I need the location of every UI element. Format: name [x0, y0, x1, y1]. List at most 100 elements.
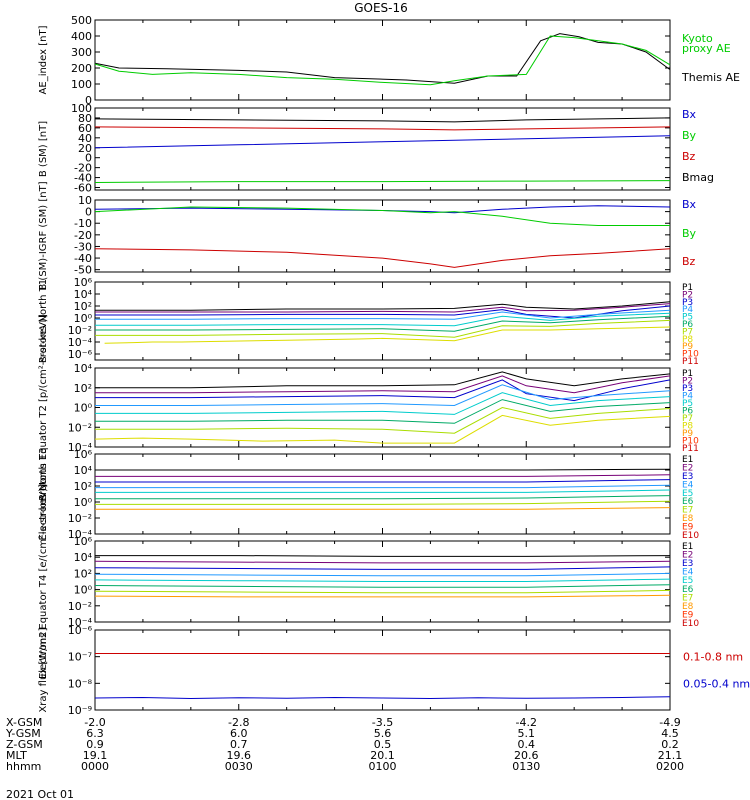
y-tick-label: 10⁻⁶	[68, 348, 93, 361]
legend-entry: E5	[682, 489, 693, 499]
legend-entry: P9	[682, 429, 693, 439]
series-line-p7	[95, 319, 671, 338]
series-line-p4	[95, 309, 671, 320]
legend-entry: E10	[682, 619, 699, 629]
footer-value: -2.0	[84, 716, 105, 729]
series-line-p8	[94, 414, 671, 444]
series-line-e4	[95, 484, 671, 489]
legend-entry: P5	[682, 313, 693, 323]
legend-entry: E5	[682, 576, 693, 586]
legend-entry: Kyoto	[682, 32, 713, 45]
series-line-p6	[95, 315, 671, 332]
series-line-p3	[95, 379, 671, 402]
footer-row-label: Y-GSM	[5, 727, 41, 740]
legend-entry: P4	[682, 392, 693, 402]
legend-entry: P8	[682, 422, 693, 432]
footer-value: 21.1	[658, 749, 683, 762]
y-tick-label: -40	[74, 172, 92, 185]
legend-entry: P3	[682, 384, 693, 394]
y-tick-label: 0	[85, 152, 92, 165]
series-line-p7	[95, 406, 671, 434]
legend-entry: P4	[682, 305, 693, 315]
legend-entry: P7	[682, 414, 693, 424]
legend-entry: P7	[682, 327, 693, 337]
series-line-bx	[94, 135, 671, 149]
footer-value: 0.4	[518, 738, 536, 751]
series-line-0-05-0-4-nm	[94, 696, 671, 700]
legend-entry: 0.1-0.8 nm	[683, 651, 743, 664]
legend-entry: E4	[682, 480, 694, 490]
y-tick-label: -10	[74, 217, 92, 230]
date-label: 2021 Oct 01	[6, 788, 74, 800]
y-tick-label: 10²	[74, 300, 92, 313]
footer-value: 0200	[656, 760, 684, 773]
footer-value: 19.6	[227, 749, 252, 762]
y-tick-label: 10²	[74, 382, 92, 395]
series-line-p4	[95, 384, 671, 407]
series-line-themis-ae	[94, 33, 671, 84]
y-tick-label: 10⁻⁴	[68, 616, 93, 629]
legend-entry: P2	[682, 377, 693, 387]
series-line-e8	[94, 594, 671, 598]
y-tick-label: 10⁻⁶	[68, 624, 93, 637]
series-line-e7	[95, 500, 671, 505]
footer-value: -4.9	[659, 716, 680, 729]
legend-entry: E9	[682, 523, 694, 533]
panel-6: 10⁻⁴ 10⁻² 10⁰ 10² 10⁴ 10⁶ Electrons North T3 E1…	[38, 447, 699, 541]
legend-entry: P11	[682, 444, 699, 454]
footer-row-label: X-GSM	[6, 716, 42, 729]
legend-entry: E6	[682, 585, 694, 595]
legend-entry: E8	[682, 514, 694, 524]
y-tick-label: 100	[71, 78, 92, 91]
y-tick-label: 10⁶	[74, 448, 93, 461]
legend-entry: E8	[682, 602, 694, 612]
panel-frame	[94, 19, 671, 101]
legend-entry: Bz	[682, 255, 696, 268]
y-tick-label: 40	[78, 132, 92, 145]
footer-value: 20.6	[514, 749, 539, 762]
series-line-p2	[95, 303, 671, 313]
footer-value: 0130	[512, 760, 540, 773]
footer-row-label: hhmm	[6, 760, 41, 773]
legend-entry: Bmag	[682, 171, 714, 184]
y-tick-label: 400	[71, 30, 92, 43]
y-tick-label: 10⁻⁹	[68, 704, 92, 717]
y-axis-label: AE_index [nT]	[38, 25, 49, 94]
y-tick-label: -60	[74, 182, 92, 195]
series-line-e6	[95, 495, 671, 500]
series-line-p1	[95, 371, 671, 389]
legend-entry: E2	[682, 463, 693, 473]
legend-entry: Bz	[682, 150, 696, 163]
y-tick-label: 100	[71, 102, 92, 115]
plot-title: GOES-16	[354, 1, 408, 15]
y-tick-label: 10⁻²	[68, 421, 92, 434]
footer-value: 0.9	[86, 738, 104, 751]
series-line-kyoto-proxy-ae	[94, 35, 671, 86]
series-line-e5	[95, 489, 671, 493]
series-line-e3	[94, 566, 671, 570]
legend-entry: E7	[682, 593, 693, 603]
footer-value: 5.1	[518, 727, 536, 740]
y-tick-label: 10⁻⁷	[68, 651, 92, 664]
y-tick-label: 10⁴	[74, 362, 93, 375]
y-tick-label: -40	[74, 252, 92, 265]
series-line-e6	[94, 584, 671, 588]
legend-entry: E1	[682, 455, 693, 465]
series-line-p1	[95, 301, 671, 311]
y-tick-label: 10⁰	[74, 312, 93, 325]
legend-entry: E2	[682, 551, 693, 561]
y-tick-label: 10⁻⁴	[68, 528, 93, 541]
legend-entry: E9	[682, 610, 694, 620]
y-axis-label: Electrons North T3	[38, 447, 49, 540]
series-line-by	[94, 180, 671, 183]
legend-entry: P1	[682, 369, 693, 379]
legend-entry: P11	[682, 357, 699, 367]
footer-value: -4.2	[516, 716, 537, 729]
y-tick-label: 10⁻²	[68, 600, 92, 613]
y-tick-label: 10⁻²	[68, 512, 92, 525]
legend-entry: P5	[682, 399, 693, 409]
legend-entry: By	[682, 227, 697, 240]
y-tick-label: -50	[74, 264, 92, 277]
legend-entry: E6	[682, 497, 694, 507]
